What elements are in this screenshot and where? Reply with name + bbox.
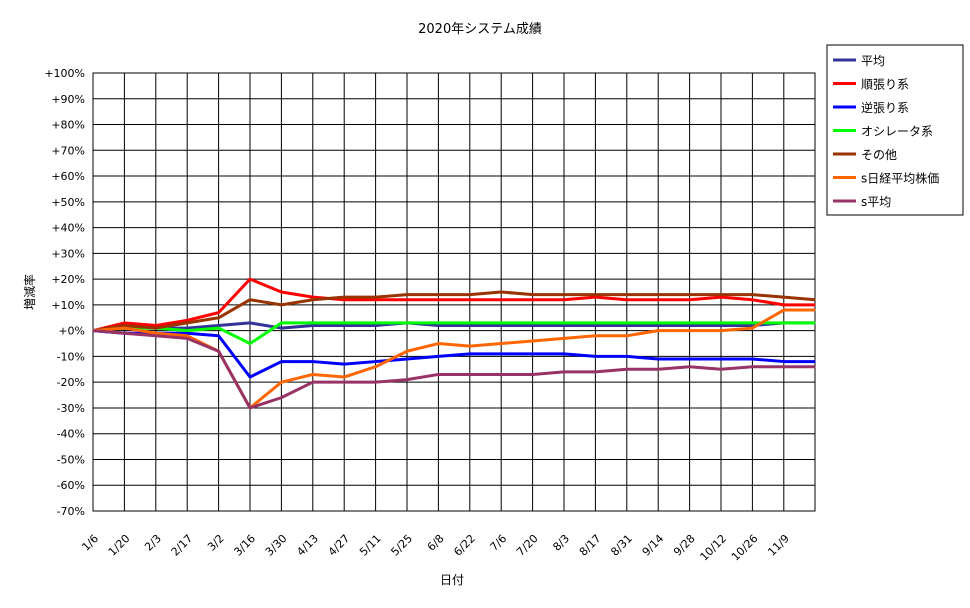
legend-label: その他 [861,148,897,162]
y-tick-label: -10% [57,350,85,363]
x-tick-label: 8/17 [577,532,604,559]
plot-area [92,72,816,512]
y-tick-label: +100% [44,67,85,80]
y-axis-label: 増減率 [22,274,37,310]
y-tick-label: +40% [51,222,85,235]
y-tick-label: +20% [51,273,85,286]
x-tick-label: 9/14 [640,532,667,559]
x-tick-label: 8/31 [608,532,635,559]
x-tick-label: 1/6 [79,532,101,554]
x-tick-label: 3/30 [263,532,290,559]
series-line [92,329,816,379]
x-tick-label: 5/25 [388,532,415,559]
x-tick-label: 11/9 [765,532,792,559]
legend-label: オシレータ系 [861,125,933,139]
x-tick-label: 1/20 [106,532,133,559]
x-tick-label: 10/26 [729,532,761,564]
y-tick-label: -30% [57,402,85,415]
chart-title: 2020年システム成績 [418,22,542,37]
grid [92,72,815,512]
series-line [92,277,816,333]
series-line [92,290,816,333]
series-line [92,321,816,346]
y-tick-label: +30% [51,247,85,260]
x-tick-label: 8/3 [550,532,572,554]
x-tick-label: 10/12 [698,532,730,564]
x-tick-label: 4/27 [326,532,353,559]
y-tick-label: -60% [57,479,85,492]
y-tick-label: +80% [51,119,85,132]
legend-label: 逆張り系 [861,100,909,115]
y-tick-label: -20% [57,376,85,389]
x-axis-label: 日付 [440,573,464,587]
y-tick-label: -70% [57,505,85,518]
y-tick-label: +70% [51,144,85,157]
y-tick-label: -40% [57,428,85,441]
y-axis-ticks: +100% +90% +80% +70% +60% +50% +40% +30% +20% +10… [44,67,85,518]
x-tick-label: 6/22 [451,532,478,559]
x-tick-label: 2/3 [142,532,164,554]
legend-label: s平均 [861,195,891,209]
y-tick-label: +60% [51,170,85,183]
y-tick-label: +50% [51,196,85,209]
y-tick-label: +10% [51,299,85,312]
legend-label: 平均 [861,54,885,68]
x-tick-label: 2/17 [169,532,196,559]
y-tick-label: -50% [57,453,85,466]
series-line [92,329,816,410]
series-line [92,321,816,333]
x-tick-label: 9/28 [671,532,698,559]
y-tick-label: +0% [58,325,85,338]
x-tick-label: 7/6 [488,532,510,554]
y-tick-label: +90% [51,93,85,106]
legend-label: s日経平均株価 [861,171,939,186]
x-tick-label: 6/8 [425,532,447,554]
x-tick-label: 4/13 [294,532,321,559]
x-tick-label: 7/20 [514,532,541,559]
x-axis-ticks: 1/6 1/20 2/3 2/17 3/2 3/16 3/30 4/13 4/27 5/11 5/2… [79,532,792,564]
series-lines [92,277,816,410]
legend-label: 順張り系 [861,78,909,92]
x-tick-label: 3/2 [205,532,227,554]
x-tick-label: 5/11 [357,532,384,559]
x-tick-label: 3/16 [231,532,258,559]
